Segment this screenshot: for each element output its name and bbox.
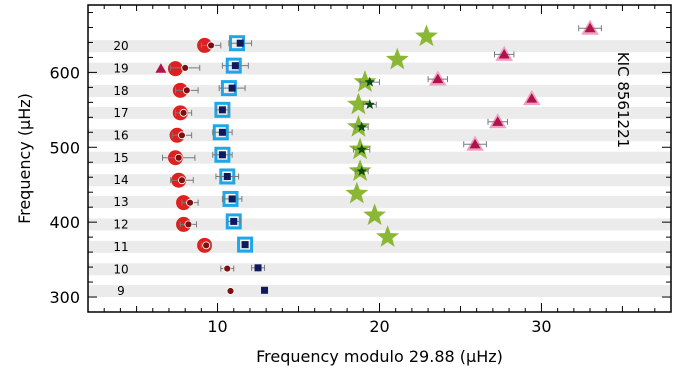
large-circle-point <box>167 61 183 77</box>
large-star-point <box>347 92 370 115</box>
small-square-point <box>218 151 226 159</box>
small-circle-point <box>179 108 188 117</box>
order-label: 19 <box>113 62 128 76</box>
order-label: 16 <box>113 128 128 142</box>
small-star-point <box>364 99 376 110</box>
small-triangle-point <box>432 73 444 84</box>
large-star-point <box>363 203 387 226</box>
small-square-point <box>236 39 244 47</box>
order-stripe <box>88 106 671 119</box>
order-stripe <box>88 240 671 253</box>
small-square-point <box>241 241 249 249</box>
order-label: 11 <box>113 240 128 254</box>
small-circle-point <box>184 220 193 229</box>
order-stripe <box>88 195 671 208</box>
small-square-point <box>254 264 262 272</box>
small-square-point <box>230 217 238 225</box>
small-triangle-point <box>155 63 167 73</box>
axes <box>87 4 672 313</box>
small-square-point <box>228 195 236 203</box>
order-label: 15 <box>113 151 128 165</box>
large-star-point <box>345 181 369 204</box>
y-tick-label: 500 <box>49 138 80 157</box>
small-star-point <box>356 144 367 154</box>
data-marks <box>155 19 602 295</box>
x-tick-label: 30 <box>531 317 551 336</box>
order-label: 13 <box>113 195 128 209</box>
small-triangle-point <box>498 49 510 59</box>
x-tick-label: 10 <box>207 317 227 336</box>
order-label: 9 <box>117 284 125 298</box>
star-label: KIC 8561221 <box>614 52 632 148</box>
small-square-point <box>218 128 226 136</box>
small-triangle-point <box>526 93 538 103</box>
order-label: 14 <box>113 173 128 187</box>
labels: 9 10 11 12 13 14 15 16 17 18 19 20 10 20 30 300 400 500 60… <box>15 39 632 366</box>
small-star-point <box>356 165 367 176</box>
large-star-point <box>385 47 409 70</box>
order-label: 12 <box>113 217 128 231</box>
small-circle-point <box>178 131 186 140</box>
small-circle-point <box>186 198 194 207</box>
order-stripes <box>88 40 671 298</box>
order-stripe <box>88 129 671 142</box>
small-square-point <box>231 62 239 70</box>
small-triangle-point <box>584 22 596 33</box>
order-label: 20 <box>113 39 128 53</box>
open-square-point <box>237 236 254 253</box>
small-circle-point <box>207 41 215 50</box>
small-star-point <box>364 76 376 87</box>
order-stripe <box>88 263 671 276</box>
order-stripe <box>88 151 671 164</box>
small-circle-point <box>202 241 211 250</box>
small-triangle-point <box>492 116 504 126</box>
order-label: 18 <box>113 84 128 98</box>
large-star-point <box>376 225 400 247</box>
small-circle-point <box>226 287 235 295</box>
large-star-point <box>415 24 438 47</box>
y-tick-label: 400 <box>49 213 80 232</box>
small-square-point <box>228 84 236 92</box>
y-tick-label: 600 <box>49 63 80 82</box>
small-circle-point <box>174 153 183 162</box>
order-label: 17 <box>113 106 128 120</box>
small-triangle-point <box>469 138 481 149</box>
x-axis-label: Frequency modulo 29.88 (μHz) <box>256 347 503 366</box>
small-circle-point <box>182 86 191 95</box>
y-tick-label: 300 <box>49 288 80 307</box>
small-circle-point <box>181 63 190 72</box>
small-square-point <box>261 286 269 294</box>
small-circle-point <box>178 176 186 185</box>
order-stripe <box>88 285 671 298</box>
small-square-point <box>223 172 231 180</box>
x-tick-label: 20 <box>369 317 389 336</box>
large-star-point <box>353 70 377 92</box>
order-label: 10 <box>113 262 128 276</box>
small-star-point <box>356 121 367 132</box>
small-circle-point <box>223 264 232 273</box>
small-square-point <box>218 106 226 114</box>
y-axis-label: Frequency (μHz) <box>15 93 34 224</box>
order-stripe <box>88 40 671 53</box>
